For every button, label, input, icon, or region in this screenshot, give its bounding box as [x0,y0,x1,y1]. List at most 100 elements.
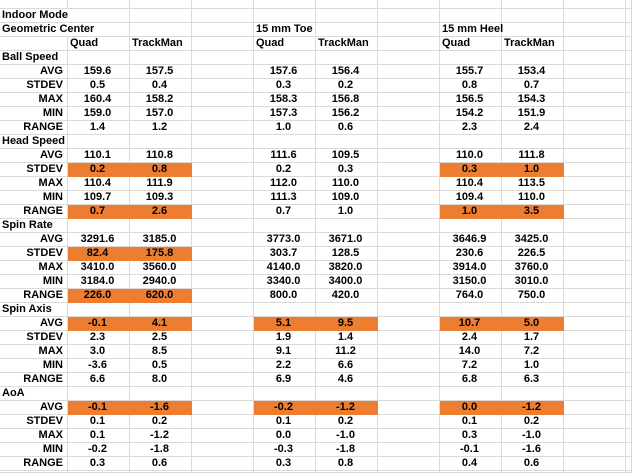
stat-label-range[interactable]: RANGE [0,121,68,135]
empty-cell[interactable] [192,205,254,219]
highlighted-value-cell[interactable]: 0.2 [68,163,130,177]
empty-cell[interactable] [564,79,626,93]
empty-cell[interactable] [316,135,378,149]
empty-cell[interactable] [192,191,254,205]
device-header-quad[interactable]: Quad [68,37,130,51]
empty-cell[interactable] [564,9,626,23]
empty-cell[interactable] [564,177,626,191]
device-header-quad[interactable]: Quad [440,37,502,51]
value-cell[interactable]: 0.7 [254,205,316,219]
value-cell[interactable]: 157.6 [254,65,316,79]
value-cell[interactable]: 0.3 [254,79,316,93]
empty-cell[interactable] [192,23,254,37]
value-cell[interactable]: 6.9 [254,373,316,387]
empty-cell[interactable] [564,387,626,401]
empty-cell[interactable] [378,261,440,275]
stat-label-max[interactable]: MAX [0,93,68,107]
empty-cell[interactable] [130,387,192,401]
empty-cell[interactable] [378,317,440,331]
empty-cell[interactable] [254,9,316,23]
empty-cell[interactable] [254,303,316,317]
stat-label-max[interactable]: MAX [0,177,68,191]
highlighted-value-cell[interactable]: -0.1 [68,401,130,415]
value-cell[interactable]: -1.8 [130,443,192,457]
value-cell[interactable]: 6.6 [316,359,378,373]
empty-cell[interactable] [378,37,440,51]
empty-cell[interactable] [378,331,440,345]
empty-cell[interactable] [626,317,632,331]
empty-cell[interactable] [378,247,440,261]
value-cell[interactable]: 3820.0 [316,261,378,275]
empty-cell[interactable] [626,429,632,443]
value-cell[interactable]: 1.0 [254,121,316,135]
value-cell[interactable]: 3150.0 [440,275,502,289]
value-cell[interactable]: 3184.0 [68,275,130,289]
stat-label-range[interactable]: RANGE [0,373,68,387]
empty-cell[interactable] [378,289,440,303]
value-cell[interactable]: 1.2 [130,121,192,135]
empty-cell[interactable] [626,233,632,247]
empty-cell[interactable] [130,9,192,23]
empty-cell[interactable] [192,331,254,345]
empty-cell[interactable] [626,345,632,359]
highlighted-value-cell[interactable]: -1.2 [502,401,564,415]
value-cell[interactable]: 303.7 [254,247,316,261]
value-cell[interactable]: 3340.0 [254,275,316,289]
empty-cell[interactable] [192,93,254,107]
empty-cell[interactable] [378,359,440,373]
device-header-trackman[interactable]: TrackMan [130,37,192,51]
value-cell[interactable]: 3.0 [68,345,130,359]
stat-label-avg[interactable]: AVG [0,233,68,247]
value-cell[interactable]: 156.8 [316,93,378,107]
empty-cell[interactable] [68,51,130,65]
value-cell[interactable]: 158.3 [254,93,316,107]
empty-cell[interactable] [502,23,564,37]
empty-cell[interactable] [564,107,626,121]
value-cell[interactable]: -1.0 [502,429,564,443]
empty-cell[interactable] [378,275,440,289]
empty-cell[interactable] [440,219,502,233]
highlighted-value-cell[interactable]: 620.0 [130,289,192,303]
empty-cell[interactable] [68,9,130,23]
empty-cell[interactable] [192,233,254,247]
stat-label-stdev[interactable]: STDEV [0,163,68,177]
value-cell[interactable]: 109.7 [68,191,130,205]
stat-label-range[interactable]: RANGE [0,457,68,471]
highlighted-value-cell[interactable]: 5.1 [254,317,316,331]
empty-cell[interactable] [564,0,626,9]
empty-cell[interactable] [564,303,626,317]
empty-cell[interactable] [440,303,502,317]
value-cell[interactable]: 3773.0 [254,233,316,247]
value-cell[interactable]: 156.2 [316,107,378,121]
empty-cell[interactable] [254,51,316,65]
value-cell[interactable]: 1.0 [316,205,378,219]
highlighted-value-cell[interactable]: 1.0 [440,205,502,219]
empty-cell[interactable] [440,135,502,149]
highlighted-value-cell[interactable]: 4.1 [130,317,192,331]
value-cell[interactable]: 1.4 [68,121,130,135]
section-title-head-speed[interactable]: Head Speed [0,135,68,149]
value-cell[interactable]: 110.0 [502,191,564,205]
empty-cell[interactable] [564,163,626,177]
highlighted-value-cell[interactable]: 226.0 [68,289,130,303]
empty-cell[interactable] [626,23,632,37]
empty-cell[interactable] [378,65,440,79]
highlighted-value-cell[interactable]: 3.5 [502,205,564,219]
stat-label-stdev[interactable]: STDEV [0,247,68,261]
empty-cell[interactable] [378,387,440,401]
empty-cell[interactable] [68,23,130,37]
value-cell[interactable]: 157.3 [254,107,316,121]
value-cell[interactable]: 0.4 [440,457,502,471]
value-cell[interactable]: 0.5 [68,79,130,93]
stat-label-max[interactable]: MAX [0,261,68,275]
device-header-trackman[interactable]: TrackMan [502,37,564,51]
empty-cell[interactable] [192,107,254,121]
value-cell[interactable]: 1.9 [254,331,316,345]
value-cell[interactable]: 154.2 [440,107,502,121]
stat-label-min[interactable]: MIN [0,359,68,373]
empty-cell[interactable] [192,51,254,65]
empty-cell[interactable] [626,51,632,65]
empty-cell[interactable] [378,401,440,415]
empty-cell[interactable] [192,275,254,289]
stat-label-min[interactable]: MIN [0,275,68,289]
